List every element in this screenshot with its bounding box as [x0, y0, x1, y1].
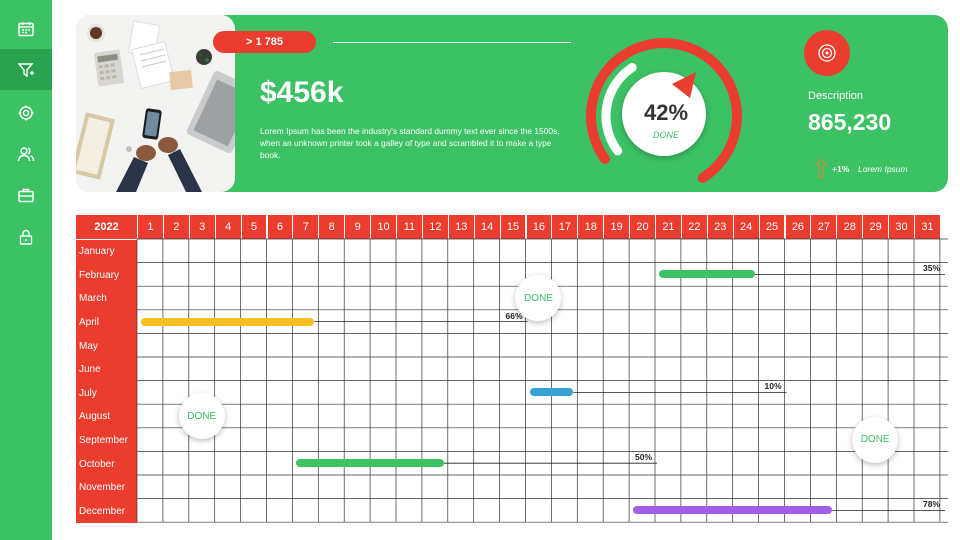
funnel-icon: [17, 62, 34, 77]
gantt-day-21: 21: [656, 215, 681, 239]
gantt-day-9: 9: [345, 215, 371, 239]
gantt-month-january: January: [76, 240, 137, 264]
gantt-day-11: 11: [397, 215, 422, 239]
gantt-day-26: 26: [785, 215, 811, 239]
target-badge: [804, 30, 850, 76]
task-bar-december[interactable]: [633, 506, 833, 515]
task-percent-december: 78%: [923, 499, 941, 510]
stat-value: 865,230: [808, 109, 892, 135]
gantt-day-5: 5: [241, 215, 267, 239]
gantt-month-april: April: [76, 310, 137, 335]
sidebar-item-settings[interactable]: [0, 92, 52, 133]
target-icon: [818, 44, 836, 62]
gantt-day-3: 3: [189, 215, 215, 239]
gantt-day-18: 18: [578, 215, 604, 239]
gantt-day-1: 1: [138, 215, 163, 239]
gantt-day-27: 27: [811, 215, 837, 239]
gauge-label: DONE: [652, 130, 679, 140]
divider-line: [333, 42, 571, 43]
sidebar: [0, 0, 52, 540]
calendar-icon: [18, 21, 34, 36]
gantt-day-30: 30: [889, 215, 914, 239]
arrow-up-icon: [814, 158, 828, 178]
gantt-day-29: 29: [863, 215, 889, 239]
briefcase-icon: [18, 188, 34, 202]
task-percent-february: 35%: [923, 263, 941, 274]
gantt-month-february: February: [76, 263, 137, 288]
desk-photo: [76, 15, 235, 192]
done-marker-march[interactable]: DONE: [515, 275, 562, 321]
gantt-day-20: 20: [630, 215, 655, 239]
headline-description: Lorem Ipsum has been the industry's stan…: [260, 126, 560, 160]
gantt-day-6: 6: [267, 215, 293, 239]
task-bar-april[interactable]: [141, 317, 315, 326]
gantt-month-march: March: [76, 287, 137, 311]
stat-change-label: Lorem Ipsum: [858, 164, 908, 174]
gantt-day-4: 4: [215, 215, 241, 239]
gauge-percent: 42%: [643, 100, 689, 125]
count-badge: > 1 785: [213, 31, 316, 53]
task-percent-april: 66%: [505, 310, 523, 321]
gantt-month-may: May: [76, 334, 137, 358]
gantt-day-24: 24: [733, 215, 759, 239]
gantt-day-15: 15: [500, 215, 526, 239]
progress-gauge: [586, 38, 742, 184]
gantt-day-10: 10: [371, 215, 396, 239]
task-percent-july: 10%: [764, 381, 782, 392]
gantt-month-september: September: [76, 428, 137, 453]
gantt-month-november: November: [76, 476, 137, 500]
users-icon: [17, 146, 35, 161]
sidebar-item-funnel[interactable]: [0, 49, 52, 90]
sidebar-item-briefcase[interactable]: [0, 174, 52, 215]
gantt-day-19: 19: [604, 215, 630, 239]
task-bar-july[interactable]: [529, 388, 574, 397]
gantt-day-12: 12: [422, 215, 448, 239]
gantt-day-13: 13: [448, 215, 474, 239]
sidebar-item-calendar[interactable]: [0, 8, 52, 49]
gantt-day-7: 7: [293, 215, 319, 239]
lock-icon: [19, 229, 33, 245]
gantt-month-june: June: [76, 358, 137, 382]
gantt-year: 2022: [76, 215, 137, 239]
gantt-month-august: August: [76, 405, 137, 429]
sidebar-item-users[interactable]: [0, 133, 52, 174]
gantt-day-8: 8: [319, 215, 345, 239]
headline-value: $456k: [260, 76, 344, 109]
gantt-day-2: 2: [163, 215, 189, 239]
task-percent-october: 50%: [635, 452, 653, 463]
gantt-day-25: 25: [759, 215, 785, 239]
done-marker-september[interactable]: DONE: [852, 416, 899, 463]
stat-label: Description: [808, 90, 864, 102]
task-bar-february[interactable]: [659, 270, 755, 279]
gauge-pointer-icon: [672, 72, 696, 98]
stat-change: +1%: [832, 164, 850, 174]
gantt-month-december: December: [76, 499, 137, 524]
gantt-day-14: 14: [474, 215, 500, 239]
gantt-day-16: 16: [526, 215, 552, 239]
gantt-day-31: 31: [915, 215, 940, 239]
task-bar-october[interactable]: [296, 459, 444, 468]
sidebar-item-lock[interactable]: [0, 216, 52, 257]
gantt-day-28: 28: [837, 215, 863, 239]
gantt-day-17: 17: [552, 215, 578, 239]
gear-icon: [18, 105, 34, 120]
gantt-day-22: 22: [681, 215, 707, 239]
gantt-day-23: 23: [707, 215, 733, 239]
gantt-month-july: July: [76, 381, 137, 406]
done-marker-august[interactable]: DONE: [178, 393, 225, 439]
gantt-month-october: October: [76, 452, 137, 476]
